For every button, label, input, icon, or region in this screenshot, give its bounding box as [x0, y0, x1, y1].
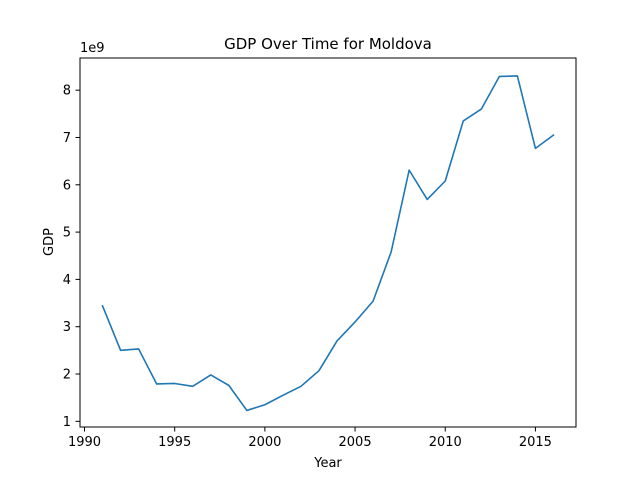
data-point-2003: [318, 370, 320, 372]
data-point-1996: [192, 385, 194, 387]
y-axis-label: GDP: [42, 228, 57, 256]
data-point-1999: [246, 409, 248, 411]
data-point-2008: [408, 169, 410, 171]
y-tick-label-2: 2: [63, 368, 71, 383]
plot-area: [101, 75, 555, 412]
data-point-1993: [138, 348, 140, 350]
data-point-2005: [354, 321, 356, 323]
y-axis-offset-label: 1e9: [80, 41, 105, 56]
data-point-2014: [516, 75, 518, 77]
data-point-1994: [156, 383, 158, 385]
data-point-2013: [498, 75, 500, 77]
data-point-2006: [372, 300, 374, 302]
x-tick-label-2005: 2005: [339, 435, 372, 450]
x-tick-label-1990: 1990: [68, 435, 101, 450]
y-axis-ticks: 1 2 3 4 5 6 7 8: [63, 84, 80, 430]
data-point-2016: [552, 134, 554, 136]
data-point-1998: [228, 384, 230, 386]
data-point-2009: [426, 198, 428, 200]
x-tick-label-2010: 2010: [429, 435, 462, 450]
chart-title: GDP Over Time for Moldova: [224, 35, 432, 53]
x-axis-ticks: 1990 1995 2000 2005 2010 2015: [68, 427, 552, 450]
y-tick-label-7: 7: [63, 131, 71, 146]
x-tick-label-2015: 2015: [519, 435, 552, 450]
data-point-2001: [282, 394, 284, 396]
y-tick-label-4: 4: [63, 273, 71, 288]
x-tick-label-1995: 1995: [158, 435, 191, 450]
data-point-2010: [444, 180, 446, 182]
data-point-1995: [174, 382, 176, 384]
data-point-2015: [534, 147, 536, 149]
data-point-2012: [480, 108, 482, 110]
x-tick-label-2000: 2000: [248, 435, 281, 450]
data-point-2011: [462, 120, 464, 122]
data-point-2007: [390, 251, 392, 253]
data-point-2002: [300, 385, 302, 387]
y-tick-label-6: 6: [63, 178, 71, 193]
y-tick-label-3: 3: [63, 320, 71, 335]
y-tick-label-1: 1: [63, 415, 71, 430]
x-axis-label: Year: [313, 456, 342, 471]
plot-frame: [79, 57, 577, 428]
data-point-1992: [120, 349, 122, 351]
data-point-2004: [336, 340, 338, 342]
series-line-gdp: [101, 75, 555, 412]
data-point-1991: [102, 305, 104, 307]
y-tick-label-5: 5: [63, 226, 71, 241]
y-tick-label-8: 8: [63, 84, 71, 99]
data-point-1997: [210, 374, 212, 376]
data-point-2000: [264, 404, 266, 406]
